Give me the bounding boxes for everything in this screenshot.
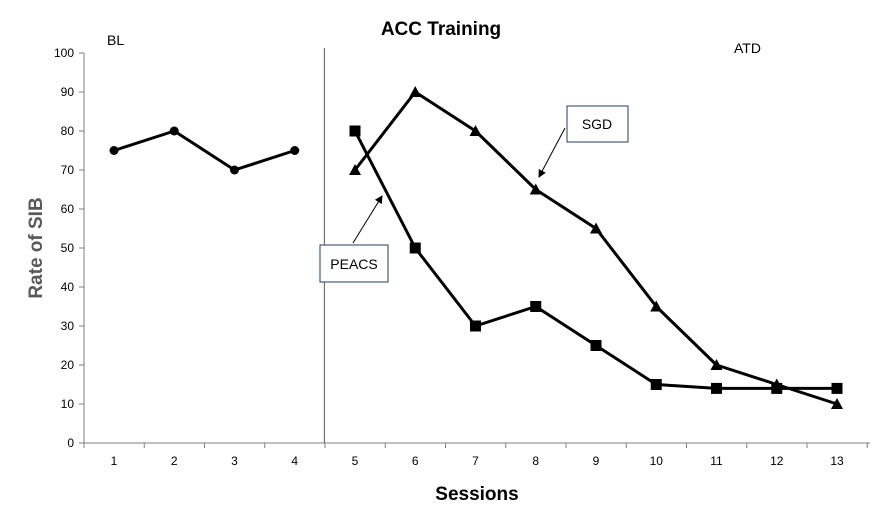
data-point-sgd: [710, 359, 723, 370]
series-layer: [109, 86, 843, 409]
data-point-peacs: [711, 382, 722, 394]
x-tick-label: 9: [593, 454, 600, 468]
x-tick-label: 2: [171, 454, 178, 468]
y-axis-title: Rate of SIB: [26, 197, 47, 298]
x-axis-title: Sessions: [435, 484, 518, 505]
data-point-peacs: [831, 382, 843, 394]
data-point-peacs: [590, 340, 602, 351]
data-point-baseline: [230, 165, 239, 175]
x-tick-label: 1: [111, 454, 118, 468]
y-tick-label: 10: [61, 397, 75, 411]
data-point-peacs: [650, 379, 662, 390]
y-tick-label: 50: [61, 241, 75, 255]
y-tick-label: 90: [61, 85, 75, 99]
x-tick-label: 13: [830, 454, 844, 468]
x-tick-label: 12: [770, 454, 784, 468]
x-tick-label: 3: [231, 454, 238, 468]
data-point-sgd: [469, 125, 482, 136]
phase-label-atd: ATD: [734, 40, 761, 56]
x-axis-ticks: 1 2 3 4 5 6 7 8 9 10 11 12 13: [83, 443, 868, 468]
peacs-callout-label: PEACS: [330, 256, 377, 272]
phase-label-baseline: BL: [107, 32, 124, 48]
peacs-callout-box: [319, 244, 389, 283]
data-point-sgd: [831, 398, 843, 409]
series-peacs: [349, 125, 843, 394]
sgd-callout-label: SGD: [582, 116, 612, 132]
data-point-peacs: [349, 125, 361, 137]
x-tick-label: 7: [472, 454, 479, 468]
data-point-sgd: [349, 164, 361, 175]
sgd-callout-arrow: [538, 127, 566, 178]
y-tick-label: 20: [61, 358, 75, 372]
data-point-sgd: [590, 222, 602, 234]
data-point-sgd: [409, 86, 422, 97]
x-tick-label: 5: [352, 454, 359, 468]
sgd-callout-box: [566, 105, 629, 143]
data-point-sgd: [529, 183, 542, 195]
y-tick-label: 80: [61, 124, 75, 138]
x-tick-label: 8: [532, 454, 539, 468]
series-line-baseline: [113, 129, 296, 172]
y-tick-label: 100: [54, 46, 74, 60]
data-point-peacs: [470, 320, 481, 332]
x-tick-label: 10: [650, 454, 664, 468]
data-point-peacs: [530, 301, 542, 312]
data-point-baseline: [290, 146, 300, 155]
x-tick-label: 4: [291, 454, 298, 468]
y-tick-label: 0: [67, 436, 74, 450]
data-point-sgd: [650, 300, 663, 312]
y-tick-label: 30: [61, 319, 75, 333]
data-point-baseline: [109, 146, 119, 155]
y-tick-label: 40: [61, 280, 75, 294]
data-point-baseline: [169, 126, 179, 136]
chart-title: ACC Training: [381, 19, 501, 40]
x-tick-label: 6: [412, 454, 419, 468]
data-point-peacs: [409, 242, 421, 254]
y-axis-ticks: 0 10 20 30 40 50 60 70 80 90 100: [54, 46, 84, 450]
y-tick-label: 70: [61, 163, 75, 177]
x-tick-label: 11: [710, 454, 723, 468]
data-point-peacs: [771, 382, 783, 394]
y-tick-label: 60: [61, 202, 75, 216]
series-baseline: [109, 126, 300, 175]
peacs-callout-arrow: [352, 195, 383, 244]
